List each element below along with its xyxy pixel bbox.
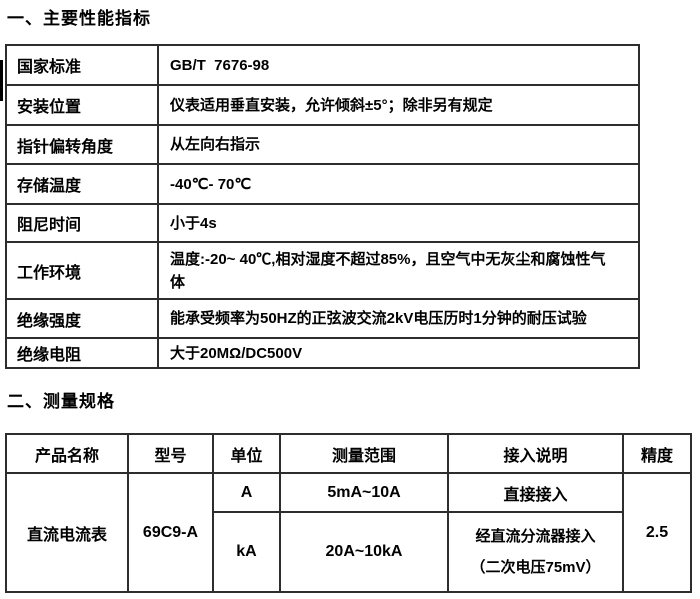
spec-value: 温度:-20~ 40℃,相对湿度不超过85%，且空气中无灰尘和腐蚀性气 体 <box>157 241 640 300</box>
spec-value: 从左向右指示 <box>157 124 640 165</box>
measure-row: 直流电流表 69C9-A A 5mA~10A 直接接入 2.5 <box>5 472 692 593</box>
model-cell: 69C9-A <box>127 472 214 593</box>
spec-value: 能承受频率为50HZ的正弦波交流2kV电压历时1分钟的耐压试验 <box>157 298 640 339</box>
header-model: 型号 <box>127 433 214 474</box>
spec-row: 阻尼时间 小于4s <box>5 203 640 243</box>
spec-row: 绝缘强度 能承受频率为50HZ的正弦波交流2kV电压历时1分钟的耐压试验 <box>5 298 640 339</box>
left-edge-artifact <box>0 60 3 101</box>
product-name-cell: 直流电流表 <box>5 472 129 593</box>
spec-label: 指针偏转角度 <box>5 124 159 165</box>
measure-row: kA 20A~10kA 经直流分流器接入 （二次电压75mV） <box>6 511 691 593</box>
header-accuracy: 精度 <box>622 433 692 474</box>
spec-label: 绝缘强度 <box>5 298 159 339</box>
range-cell: 5mA~10A <box>279 472 449 513</box>
spec-value: 小于4s <box>157 203 640 243</box>
performance-spec-table: 国家标准 GB/T 7676-98 安装位置 仪表适用垂直安装，允许倾斜±5°；… <box>5 44 640 369</box>
spec-row: 国家标准 GB/T 7676-98 <box>5 44 640 86</box>
spec-row: 工作环境 温度:-20~ 40℃,相对湿度不超过85%，且空气中无灰尘和腐蚀性气… <box>5 241 640 300</box>
spec-row: 存储温度 -40℃- 70℃ <box>5 163 640 205</box>
spec-label: 国家标准 <box>5 44 159 86</box>
header-range: 测量范围 <box>279 433 449 474</box>
measure-header-row: 产品名称 型号 单位 测量范围 接入说明 精度 <box>5 433 692 474</box>
spec-label: 存储温度 <box>5 163 159 205</box>
spec-label: 工作环境 <box>5 241 159 300</box>
spec-row: 安装位置 仪表适用垂直安装，允许倾斜±5°；除非另有规定 <box>5 84 640 126</box>
spec-label: 安装位置 <box>5 84 159 126</box>
section1-title: 一、主要性能指标 <box>7 9 151 28</box>
spec-value: 大于20MΩ/DC500V <box>157 337 640 369</box>
spec-row: 指针偏转角度 从左向右指示 <box>5 124 640 165</box>
header-connection: 接入说明 <box>447 433 624 474</box>
connection-cell: 经直流分流器接入 （二次电压75mV） <box>447 511 624 593</box>
spec-row: 绝缘电阻 大于20MΩ/DC500V <box>5 337 640 369</box>
connection-cell: 直接接入 <box>447 472 624 513</box>
unit-cell: A <box>212 472 281 513</box>
measurement-spec-table: 产品名称 型号 单位 测量范围 接入说明 精度 直流电流表 69C9-A A 5… <box>5 433 692 593</box>
accuracy-cell: 2.5 <box>622 472 692 593</box>
section2-title: 二、测量规格 <box>7 392 115 411</box>
unit-cell: kA <box>212 511 281 593</box>
header-unit: 单位 <box>212 433 281 474</box>
spec-value: 仪表适用垂直安装，允许倾斜±5°；除非另有规定 <box>157 84 640 126</box>
spec-label: 绝缘电阻 <box>5 337 159 369</box>
spec-label: 阻尼时间 <box>5 203 159 243</box>
range-cell: 20A~10kA <box>279 511 449 593</box>
spec-value: GB/T 7676-98 <box>157 44 640 86</box>
header-product-name: 产品名称 <box>5 433 129 474</box>
spec-value: -40℃- 70℃ <box>157 163 640 205</box>
